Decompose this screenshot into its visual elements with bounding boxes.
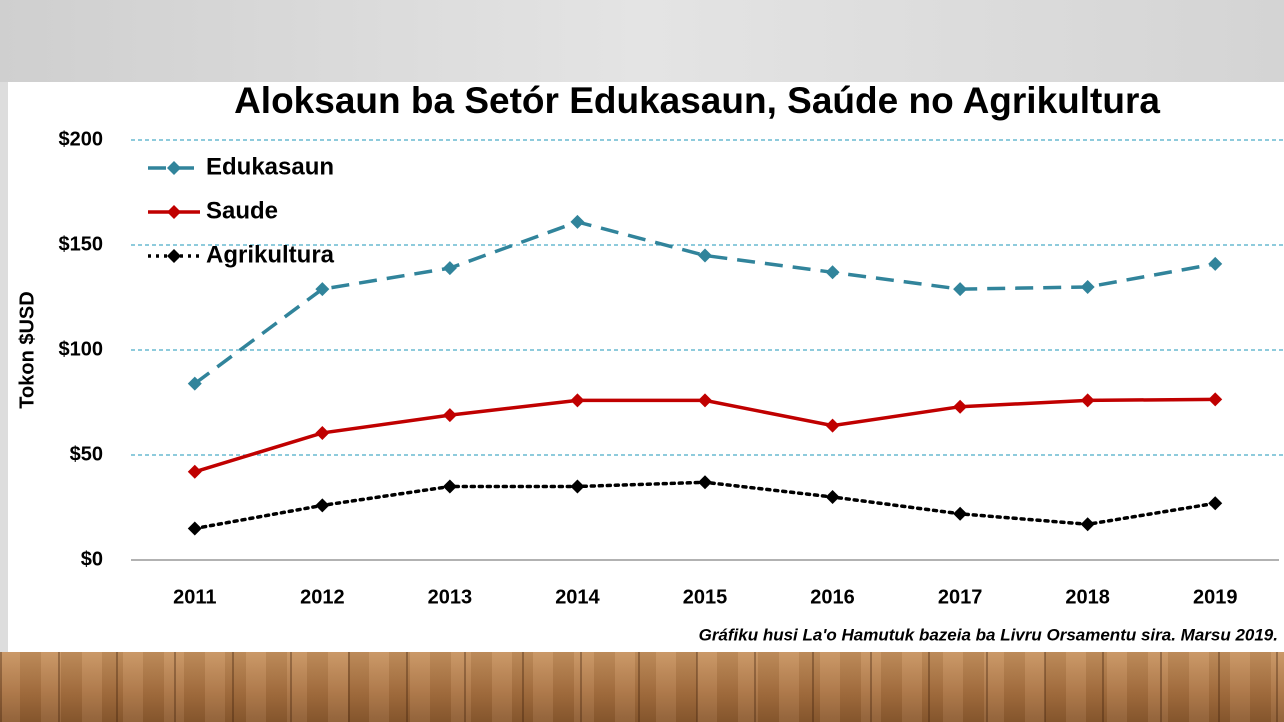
chart-background [8,82,1284,652]
x-tick-label: 2015 [683,586,728,608]
y-tick-label: $150 [59,233,104,255]
y-tick-label: $50 [70,443,103,465]
legend-label: Edukasaun [206,153,334,180]
x-tick-label: 2012 [300,586,345,608]
y-axis-label: Tokon $USD [16,291,38,408]
legend-label: Saude [206,197,278,224]
chart: Aloksaun ba Setór Edukasaun, Saúde no Ag… [0,0,1284,722]
x-tick-label: 2017 [938,586,983,608]
page: {"chart_data": { "type": "line", "title"… [0,0,1284,722]
x-tick-label: 2011 [173,586,216,608]
x-tick-label: 2019 [1193,586,1238,608]
legend-label: Agrikultura [206,241,335,268]
chart-title: Aloksaun ba Setór Edukasaun, Saúde no Ag… [234,80,1160,121]
x-tick-label: 2014 [555,586,600,608]
x-tick-label: 2018 [1065,586,1110,608]
y-tick-label: $100 [59,338,104,360]
x-tick-label: 2016 [810,586,855,608]
x-tick-label: 2013 [428,586,473,608]
source-note: Gráfiku husi La'o Hamutuk bazeia ba Livr… [699,625,1278,644]
y-tick-label: $0 [81,548,103,570]
y-tick-label: $200 [59,128,104,150]
